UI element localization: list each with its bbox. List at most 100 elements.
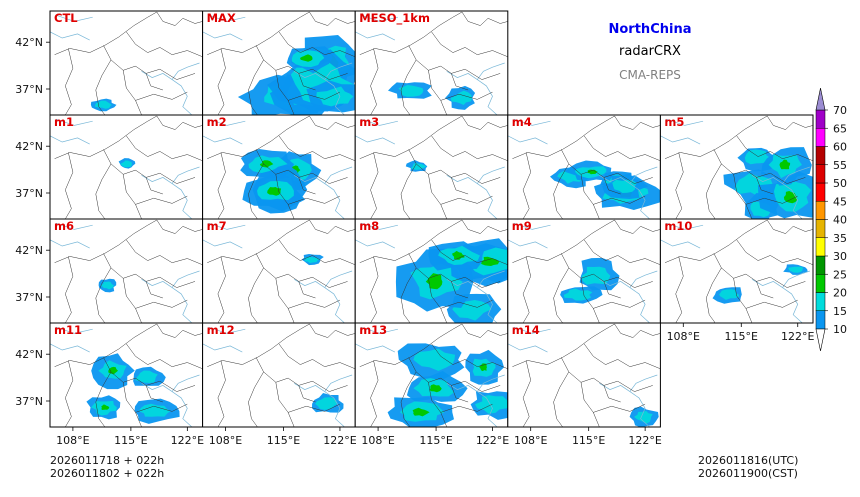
province-border <box>603 385 621 403</box>
coastline <box>141 174 193 219</box>
province-border <box>122 278 142 323</box>
province-border <box>400 163 417 219</box>
province-border <box>440 403 493 413</box>
echo-15dbz <box>100 281 114 290</box>
coastline <box>50 239 90 249</box>
coastline <box>294 174 345 219</box>
province-border <box>522 360 531 427</box>
colorbar-segment <box>815 201 826 220</box>
coastline <box>294 278 345 323</box>
coastline <box>202 343 243 353</box>
echo-15dbz <box>316 86 354 107</box>
province-border <box>451 281 469 299</box>
echo-20dbz <box>101 404 110 410</box>
colorbar-segment <box>815 255 826 275</box>
province-border <box>359 323 463 367</box>
province-border <box>54 115 157 159</box>
province-border <box>359 219 463 263</box>
colorbar-segment <box>815 274 826 293</box>
coastline <box>171 62 200 80</box>
panel-label: m5 <box>664 115 684 129</box>
panel-label: m8 <box>359 219 379 233</box>
coastline <box>202 31 243 41</box>
province-border <box>95 163 112 219</box>
panel-m11: m11 42°N 37°N 108°E 115°E 122°E <box>15 322 204 447</box>
province-border <box>309 115 356 130</box>
province-border <box>428 174 448 219</box>
y-tick-label: 42°N <box>15 36 43 49</box>
x-tick-label: 115°E <box>725 330 758 343</box>
coastline <box>324 166 353 184</box>
coastline <box>50 135 90 145</box>
echo-15dbz <box>304 256 320 264</box>
province-border <box>461 11 508 26</box>
coastline <box>171 166 200 184</box>
colorbar-segment <box>815 128 826 147</box>
panel-m12: m12 108°E 115°E 122°E <box>202 322 357 447</box>
province-border <box>298 177 316 195</box>
coastline <box>513 326 551 334</box>
coastline <box>141 278 193 323</box>
province-border <box>553 267 570 323</box>
x-tick-label: 108°E <box>56 434 89 447</box>
coastline <box>599 278 650 323</box>
province-border <box>207 115 310 159</box>
panel-m10: m10 108°E 115°E 122°E <box>659 218 815 343</box>
province-border <box>65 256 74 323</box>
coastline <box>141 382 193 427</box>
panel-max: MAX <box>202 10 356 116</box>
coastline <box>202 135 243 145</box>
coastline <box>477 374 505 392</box>
x-tick-label: 108°E <box>209 434 242 447</box>
province-border <box>156 115 203 130</box>
province-border <box>207 219 310 263</box>
province-border <box>54 11 157 55</box>
province-border <box>248 371 264 427</box>
coastline <box>629 166 658 184</box>
province-border <box>756 177 774 195</box>
province-border <box>461 219 508 234</box>
province-border <box>522 256 531 323</box>
province-border <box>733 174 753 219</box>
province-border <box>122 382 142 427</box>
panel-background <box>50 11 203 115</box>
panel-m4: m4 <box>507 114 661 220</box>
valid-time-cst: 2026011900(CST) <box>698 467 798 480</box>
panel-background <box>202 219 356 323</box>
coastline <box>782 166 811 184</box>
echo-15dbz <box>634 410 653 424</box>
province-border <box>288 403 341 413</box>
echo-15dbz <box>788 266 804 273</box>
echo-15dbz <box>135 370 158 383</box>
province-border <box>766 219 814 234</box>
colorbar-label: 25 <box>833 268 847 281</box>
colorbar-label: 60 <box>833 141 847 154</box>
province-border <box>275 174 295 219</box>
echo-15dbz <box>138 403 171 417</box>
province-border <box>95 59 112 115</box>
province-border <box>713 149 806 184</box>
panel-m5: m5 <box>659 114 814 220</box>
colorbar-label: 15 <box>833 305 847 318</box>
province-border <box>614 115 661 130</box>
province-border <box>156 219 203 234</box>
province-border <box>65 360 74 427</box>
coastline <box>208 14 246 22</box>
panel-background <box>355 11 508 115</box>
province-border <box>298 385 316 403</box>
coastline <box>361 326 398 334</box>
province-border <box>766 115 814 130</box>
colorbar-extend-max <box>815 87 826 111</box>
coastline <box>782 270 811 288</box>
province-border <box>288 299 341 309</box>
coastline <box>666 222 704 230</box>
coastline <box>751 174 803 219</box>
province-border <box>580 382 600 427</box>
province-border <box>440 299 493 309</box>
colorbar-label: 70 <box>833 104 847 117</box>
province-border <box>614 219 661 234</box>
panel-m14: m14 108°E 115°E 122°E <box>507 322 662 447</box>
province-border <box>275 70 295 115</box>
province-border <box>278 135 356 162</box>
